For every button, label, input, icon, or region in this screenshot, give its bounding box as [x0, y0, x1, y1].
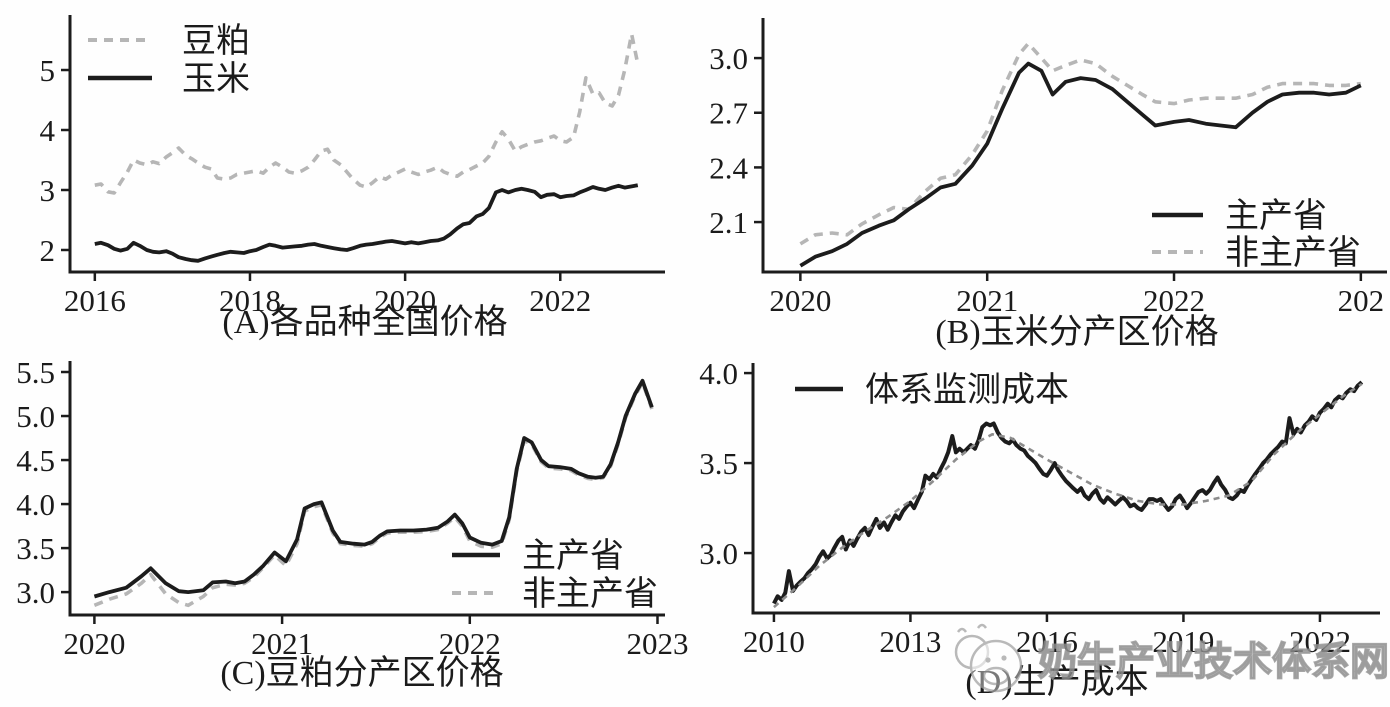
x-tick-label: 2016	[1016, 624, 1078, 659]
y-tick-label: 4.0	[16, 487, 55, 522]
x-tick-label: 2021	[251, 626, 313, 661]
x-tick-label: 2020	[374, 283, 436, 318]
x-tick-label: 2016	[64, 283, 126, 318]
series-主产省	[799, 61, 1362, 268]
x-tick-label: 2020	[769, 283, 831, 318]
chart-caption: (D)生产成本	[965, 663, 1148, 701]
y-tick-label: 2.1	[709, 205, 748, 240]
y-tick-label: 2.7	[709, 96, 748, 131]
y-tick-label: 5.0	[16, 399, 55, 434]
x-tick-label: 2022	[439, 626, 501, 661]
y-tick-label: 3.0	[699, 536, 738, 571]
legend-label: 非主产省	[522, 575, 658, 613]
chart-caption: (A)各品种全国价格	[222, 303, 507, 341]
y-tick-label: 5	[40, 53, 56, 88]
x-tick-label: 202	[1338, 283, 1385, 318]
y-tick-label: 5.5	[16, 355, 55, 390]
y-tick-label: 3.5	[16, 531, 55, 566]
x-tick-label: 2021	[956, 283, 1018, 318]
chart-panel-a: 2 3 4 5 2016 2018 2020 2022 豆粕 玉米 (A)各品种全国价格	[0, 0, 695, 353]
chart-caption: (B)玉米分产区价格	[935, 313, 1218, 351]
x-tick-label: 2022	[1289, 624, 1351, 659]
y-tick-label: 3.0	[709, 41, 748, 76]
y-tick-label: 2	[40, 233, 56, 268]
chart-panel-d: 3.0 3.5 4.0 2010 2013 2016 2019 2022 体系监测成本 (D)生产…	[695, 353, 1390, 707]
y-tick-label: 4	[40, 113, 56, 148]
y-tick-label: 2.4	[709, 150, 748, 185]
legend-label: 非主产省	[1225, 234, 1361, 272]
legend-label: 主产省	[522, 537, 624, 575]
x-tick-label: 2013	[879, 624, 941, 659]
legend-label: 玉米	[182, 60, 250, 98]
chart-caption: (C)豆粕分产区价格	[220, 654, 503, 692]
series-非主产省	[799, 41, 1362, 246]
chart-panel-b: 2.1 2.4 2.7 3.0 2020 2021 2022 202 主产省 非主产省 (B)玉米分…	[695, 0, 1390, 353]
series-体系监测成本	[772, 380, 1364, 605]
y-tick-label: 4.5	[16, 443, 55, 478]
y-tick-label: 3.0	[16, 575, 55, 610]
legend-label: 体系监测成本	[865, 371, 1069, 409]
chart-c-canvas: 3.0 3.5 4.0 4.5 5.0 5.5 2020 2021 2022 2023 主产省非主产…	[16, 355, 688, 692]
legend-label: 豆粕	[182, 22, 250, 60]
chart-d-canvas: 3.0 3.5 4.0 2010 2013 2016 2019 2022 体系监测成本 (D)生产…	[699, 356, 1380, 701]
chart-panel-c: 3.0 3.5 4.0 4.5 5.0 5.5 2020 2021 2022 2023 主产省 非主产…	[0, 353, 695, 707]
y-tick-label: 4.0	[699, 356, 738, 391]
x-tick-label: 2020	[63, 626, 125, 661]
series-豆粕	[94, 32, 640, 195]
y-tick-label: 3	[40, 173, 56, 208]
series-主产省	[93, 378, 654, 599]
x-tick-label: 2022	[529, 283, 591, 318]
x-tick-label: 2019	[1152, 624, 1214, 659]
series-趋势线	[773, 382, 1363, 609]
y-tick-label: 3.5	[699, 446, 738, 481]
x-tick-label: 2018	[219, 283, 281, 318]
series-玉米	[94, 183, 639, 263]
x-tick-label: 2023	[626, 626, 688, 661]
legend-label: 主产省	[1225, 197, 1327, 235]
x-tick-label: 2010	[743, 624, 805, 659]
x-tick-label: 2022	[1143, 283, 1205, 318]
